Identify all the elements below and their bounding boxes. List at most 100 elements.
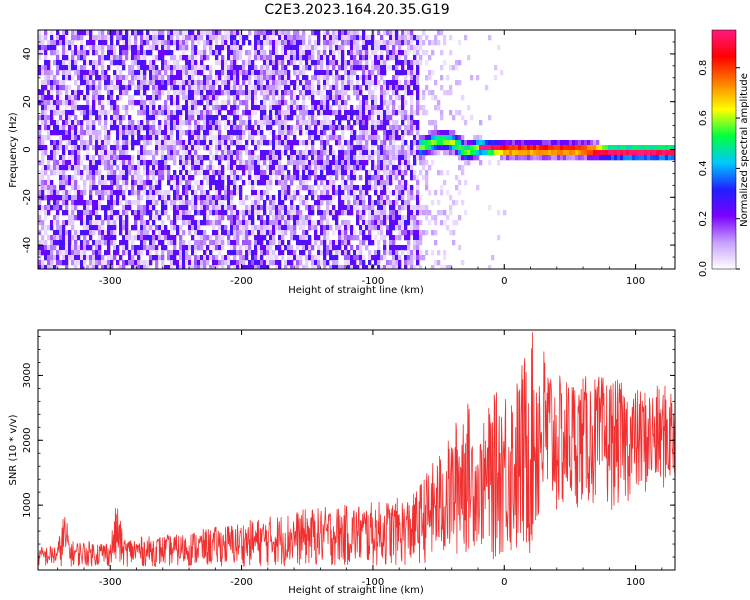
heatmap-cell: [287, 205, 291, 211]
heatmap-cell: [50, 80, 54, 86]
heatmap-cell: [188, 185, 192, 191]
heatmap-cell: [44, 245, 48, 251]
heatmap-cell: [122, 170, 126, 176]
heatmap-cell: [218, 70, 222, 76]
heatmap-cell: [149, 115, 153, 121]
heatmap-cell: [407, 190, 411, 196]
heatmap-cell: [416, 105, 420, 111]
heatmap-cell: [146, 80, 150, 86]
heatmap-cell: [203, 135, 207, 141]
heatmap-cell: [419, 160, 423, 166]
heatmap-cell: [575, 140, 579, 146]
heatmap-cell: [134, 140, 138, 146]
heatmap-cell: [74, 255, 78, 261]
heatmap-cell: [500, 70, 504, 76]
heatmap-cell: [116, 260, 120, 266]
heatmap-cell: [383, 95, 387, 101]
heatmap-cell: [284, 75, 288, 81]
heatmap-cell: [152, 155, 156, 161]
heatmap-cell: [113, 240, 117, 246]
heatmap-cell: [80, 260, 84, 266]
heatmap-cell: [263, 60, 267, 66]
heatmap-cell: [269, 35, 273, 41]
heatmap-cell: [95, 190, 99, 196]
heatmap-cell: [329, 150, 333, 156]
heatmap-cell: [422, 230, 426, 236]
heatmap-cell: [122, 245, 126, 251]
heatmap-cell: [236, 40, 240, 46]
heatmap-cell: [404, 155, 408, 161]
heatmap-cell: [311, 145, 315, 151]
heatmap-cell: [569, 140, 573, 146]
heatmap-cell: [389, 245, 393, 251]
heatmap-cell: [134, 30, 138, 36]
heatmap-cell: [443, 265, 447, 269]
heatmap-cell: [158, 75, 162, 81]
heatmap-cell: [410, 225, 414, 231]
heatmap-cell: [257, 225, 261, 231]
heatmap-cell: [53, 80, 57, 86]
heatmap-cell: [320, 130, 324, 136]
heatmap-cell: [299, 210, 303, 216]
heatmap-cell: [302, 40, 306, 46]
heatmap-cell: [383, 100, 387, 106]
heatmap-cell: [404, 100, 408, 106]
heatmap-cell: [137, 215, 141, 221]
heatmap-cell: [395, 40, 399, 46]
heatmap-cell: [245, 70, 249, 76]
heatmap-cell: [137, 165, 141, 171]
heatmap-cell: [140, 40, 144, 46]
heatmap-cell: [434, 80, 438, 86]
heatmap-cell: [242, 235, 246, 241]
heatmap-cell: [338, 135, 342, 141]
heatmap-cell: [353, 120, 357, 126]
heatmap-cell: [242, 135, 246, 141]
heatmap-cell: [245, 145, 249, 151]
heatmap-cell: [212, 180, 216, 186]
heatmap-cell: [425, 145, 429, 151]
heatmap-cell: [38, 200, 42, 206]
heatmap-cell: [431, 90, 435, 96]
heatmap-cell: [563, 155, 567, 161]
heatmap-cell: [191, 245, 195, 251]
heatmap-cell: [395, 110, 399, 116]
heatmap-cell: [374, 185, 378, 191]
heatmap-cell: [350, 140, 354, 146]
heatmap-cell: [71, 210, 75, 216]
heatmap-cell: [119, 90, 123, 96]
heatmap-cell: [101, 265, 105, 269]
heatmap-cell: [404, 85, 408, 91]
heatmap-cell: [242, 255, 246, 261]
heatmap-cell: [401, 150, 405, 156]
heatmap-cell: [401, 140, 405, 146]
heatmap-cell: [89, 40, 93, 46]
heatmap-cell: [221, 165, 225, 171]
heatmap-cell: [164, 105, 168, 111]
heatmap-cell: [143, 80, 147, 86]
heatmap-cell: [161, 105, 165, 111]
heatmap-cell: [206, 245, 210, 251]
heatmap-cell: [359, 130, 363, 136]
heatmap-cell: [122, 115, 126, 121]
heatmap-cell: [38, 40, 42, 46]
heatmap-cell: [455, 200, 459, 206]
heatmap-cell: [389, 95, 393, 101]
heatmap-cell: [104, 190, 108, 196]
heatmap-cell: [146, 50, 150, 56]
heatmap-cell: [365, 45, 369, 51]
heatmap-cell: [293, 100, 297, 106]
heatmap-cell: [95, 200, 99, 206]
heatmap-cell: [227, 65, 231, 71]
heatmap-cell: [386, 55, 390, 61]
heatmap-cell: [374, 190, 378, 196]
heatmap-cell: [344, 265, 348, 269]
heatmap-cell: [470, 150, 474, 156]
heatmap-cell: [185, 210, 189, 216]
heatmap-cell: [233, 125, 237, 131]
heatmap-cell: [302, 115, 306, 121]
heatmap-cell: [539, 155, 543, 161]
heatmap-cell: [71, 145, 75, 151]
heatmap-cell: [386, 100, 390, 106]
heatmap-cell: [365, 175, 369, 181]
heatmap-cell: [389, 160, 393, 166]
